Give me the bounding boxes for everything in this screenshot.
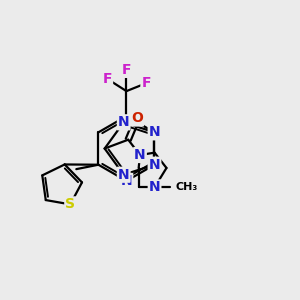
Text: N: N [121,174,132,188]
Text: F: F [141,76,151,90]
Text: N: N [118,168,130,182]
Text: CH₃: CH₃ [175,182,197,192]
Text: N: N [149,125,160,139]
Text: N: N [149,180,161,194]
Text: F: F [103,72,112,86]
Text: N: N [134,148,146,162]
Text: N: N [149,158,160,172]
Text: S: S [65,197,75,212]
Text: N: N [118,115,130,129]
Text: F: F [122,63,131,77]
Text: O: O [131,112,143,125]
